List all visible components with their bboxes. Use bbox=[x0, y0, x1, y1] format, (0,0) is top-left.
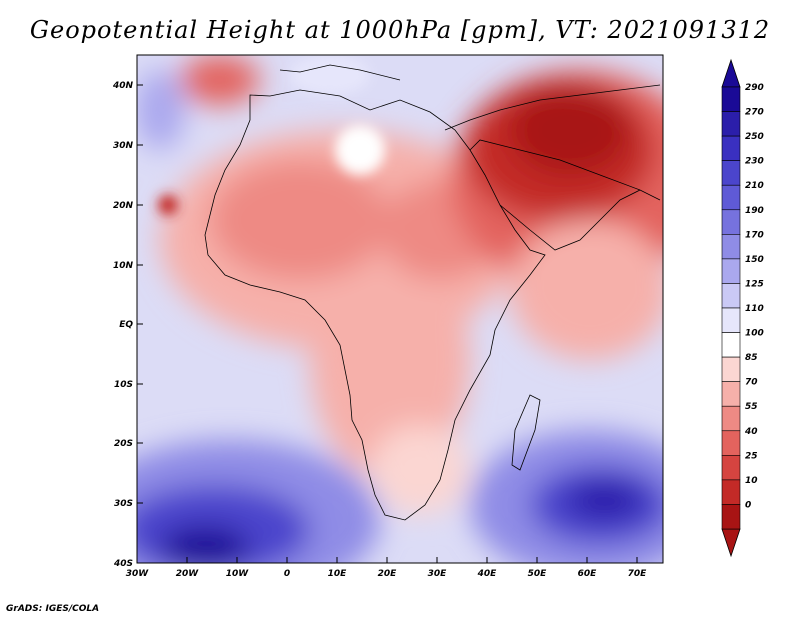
map-title: Geopotential Height at 1000hPa [gpm], VT… bbox=[29, 16, 771, 44]
colorbar: 2902702502302101901701501251101008570554… bbox=[721, 58, 764, 558]
colorbar-swatch bbox=[721, 258, 741, 284]
colorbar-top-arrow bbox=[721, 58, 741, 88]
colorbar-swatch bbox=[721, 111, 741, 137]
colorbar-swatch bbox=[721, 381, 741, 407]
lon-label: 50E bbox=[528, 569, 548, 579]
lat-label: 30N bbox=[113, 141, 134, 151]
lon-label: 40E bbox=[477, 569, 498, 579]
colorbar-swatch bbox=[721, 504, 741, 530]
map-frame bbox=[136, 54, 664, 564]
lat-label: EQ bbox=[119, 320, 133, 330]
colorbar-label: 230 bbox=[745, 157, 764, 167]
height-field bbox=[137, 55, 663, 563]
lon-axis: 30W 20W 10W 0 10E 20E 30E 40E 50E 60E 70… bbox=[126, 557, 647, 579]
lon-label: 30W bbox=[126, 569, 150, 579]
colorbar-label: 70 bbox=[745, 378, 758, 388]
colorbar-label: 170 bbox=[745, 230, 764, 240]
lat-label: 40N bbox=[112, 81, 134, 91]
lat-label: 30S bbox=[114, 499, 133, 509]
colorbar-label: 25 bbox=[745, 451, 758, 461]
lon-label: 60E bbox=[578, 569, 598, 579]
coastlines bbox=[204, 64, 661, 521]
colorbar-swatch bbox=[721, 356, 741, 382]
colorbar-label: 55 bbox=[745, 402, 758, 412]
colorbar-swatch bbox=[721, 430, 741, 456]
colorbar-swatch bbox=[721, 332, 741, 358]
lat-axis: 40N 30N 20N 10N EQ 10S 20S 30S 40S bbox=[112, 81, 143, 569]
colorbar-label: 190 bbox=[745, 206, 764, 216]
colorbar-label: 0 bbox=[745, 500, 751, 510]
colorbar-swatch bbox=[721, 86, 741, 112]
colorbar-label: 125 bbox=[745, 279, 764, 289]
colorbar-swatch bbox=[721, 405, 741, 432]
lat-label: 10N bbox=[113, 261, 134, 271]
colorbar-label: 250 bbox=[745, 132, 764, 142]
footer-credit: GrADS: IGES/COLA bbox=[6, 604, 100, 614]
colorbar-label: 270 bbox=[745, 108, 764, 118]
colorbar-label: 110 bbox=[745, 304, 764, 314]
colorbar-swatch bbox=[721, 283, 741, 309]
colorbar-swatch bbox=[721, 479, 741, 505]
colorbar-swatch bbox=[721, 234, 741, 260]
colorbar-bottom-arrow bbox=[721, 528, 741, 558]
colorbar-label: 210 bbox=[745, 181, 764, 191]
colorbar-label: 40 bbox=[744, 427, 758, 437]
colorbar-label: 100 bbox=[745, 329, 764, 339]
lon-label: 0 bbox=[284, 569, 290, 579]
colorbar-label: 85 bbox=[745, 353, 758, 363]
colorbar-swatch bbox=[721, 184, 741, 211]
colorbar-label: 10 bbox=[745, 476, 758, 486]
colorbar-swatch bbox=[721, 209, 741, 235]
lat-label: 20N bbox=[113, 201, 134, 211]
lat-label: 20S bbox=[114, 439, 133, 449]
colorbar-label: 150 bbox=[745, 255, 764, 265]
lon-label: 10E bbox=[328, 569, 348, 579]
lon-label: 70E bbox=[628, 569, 648, 579]
lon-label: 10W bbox=[226, 569, 250, 579]
lon-label: 20W bbox=[176, 569, 200, 579]
lon-label: 20E bbox=[378, 569, 398, 579]
colorbar-label: 290 bbox=[745, 83, 764, 93]
lon-label: 30E bbox=[428, 569, 448, 579]
lat-label: 10S bbox=[114, 380, 133, 390]
colorbar-swatch bbox=[721, 455, 741, 481]
colorbar-swatch bbox=[721, 307, 741, 333]
colorbar-swatch bbox=[721, 160, 741, 186]
lat-label: 40S bbox=[113, 559, 133, 569]
colorbar-swatch bbox=[721, 135, 741, 161]
